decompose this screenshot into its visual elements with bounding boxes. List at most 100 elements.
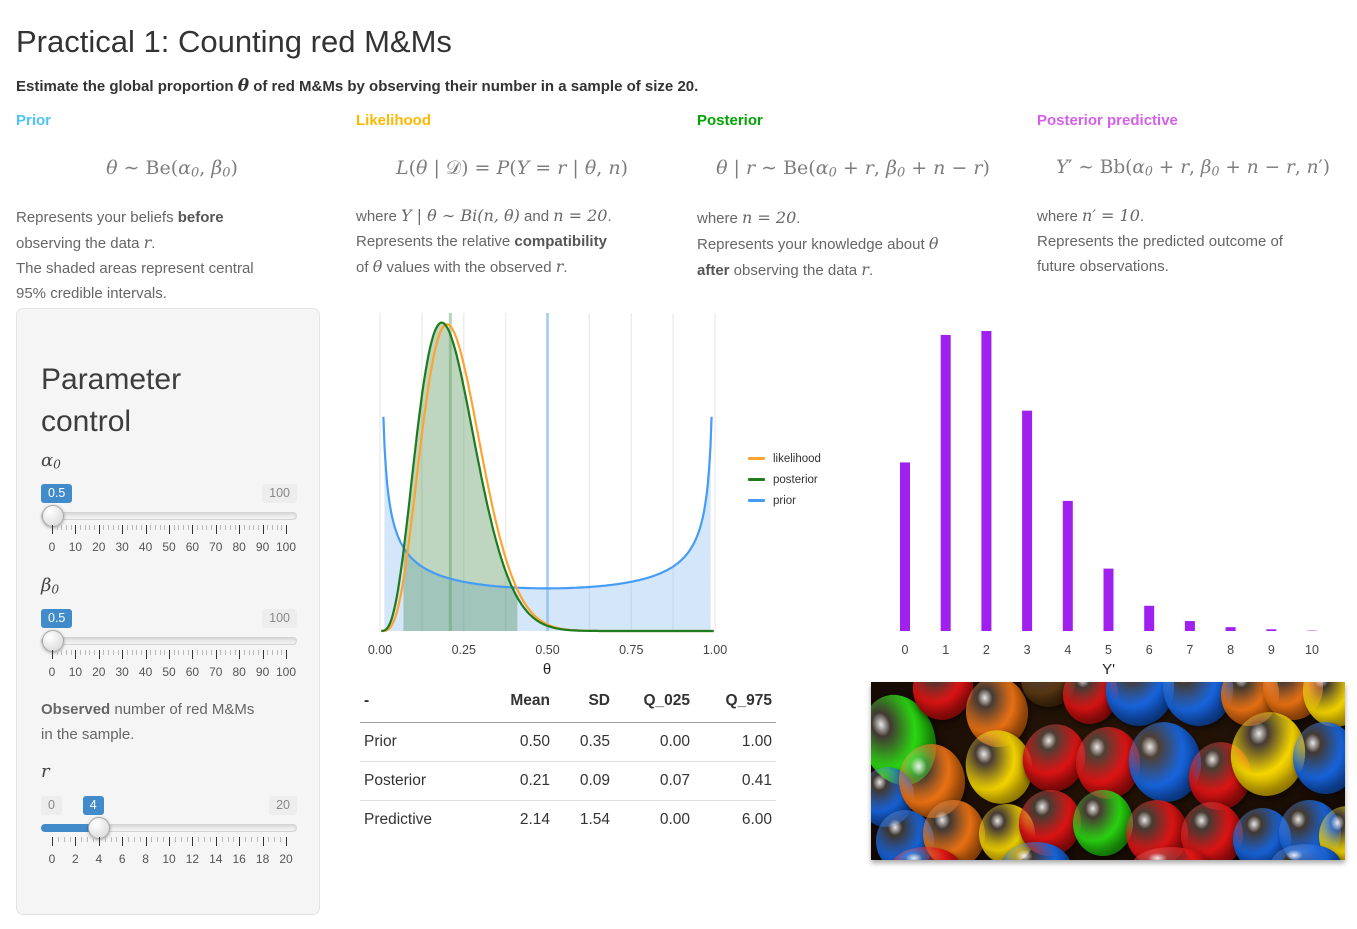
mm-candy xyxy=(1271,844,1341,860)
slider-tick xyxy=(61,525,63,530)
slider-tick xyxy=(81,837,83,842)
text-segment: θ xyxy=(928,233,939,253)
slider-tick xyxy=(173,525,175,530)
slider-tick-label: 18 xyxy=(255,852,270,866)
desc-line: after observing the data r. xyxy=(697,257,1009,283)
slider-tick xyxy=(178,525,180,530)
slider-tick-label: 60 xyxy=(185,540,200,554)
slider-tick xyxy=(234,650,236,655)
slider-tick xyxy=(94,650,96,655)
text-segment: = xyxy=(529,157,558,179)
slider-tick xyxy=(122,837,124,846)
slider-tick-label: 10 xyxy=(68,540,83,554)
text-segment: 95% credible intervals. xyxy=(16,284,167,302)
text-segment: r xyxy=(746,157,756,179)
slider-tick xyxy=(164,525,166,530)
slider-tick xyxy=(250,837,252,842)
text-segment: where xyxy=(1037,207,1083,225)
x-axis-label: Y' xyxy=(1102,661,1115,678)
slider-beta0[interactable]: 100 0.5 0 10 20 30 40 50 60 70 80 90 100 xyxy=(41,609,297,693)
table-cell: 1.00 xyxy=(694,722,776,762)
panel-title: Parameter control xyxy=(41,363,182,438)
slider-tick xyxy=(183,650,185,655)
bar-y2 xyxy=(981,331,992,631)
legend-item-posterior[interactable]: posterior xyxy=(748,469,821,490)
slider-track[interactable] xyxy=(41,637,297,645)
legend-item-prior[interactable]: prior xyxy=(748,490,821,511)
slider-tick xyxy=(227,837,229,842)
text-segment: ) xyxy=(230,157,238,179)
slider-r[interactable]: 0 20 4 0 2 4 6 8 10 12 14 16 18 20 xyxy=(41,796,297,880)
slider-tick xyxy=(187,650,189,655)
slider-tick xyxy=(131,525,133,530)
text-segment: , xyxy=(199,157,212,179)
text-segment: Y | θ ∼ Bi(n, θ) xyxy=(401,206,520,225)
legend-item-likelihood[interactable]: likelihood xyxy=(748,448,821,469)
slider-handle[interactable] xyxy=(87,817,110,839)
slider-tick xyxy=(151,837,153,842)
slider-tick xyxy=(150,650,152,655)
x-tick-label: 4 xyxy=(1064,643,1071,657)
legend-label: prior xyxy=(773,494,797,507)
x-tick-label: 0.50 xyxy=(535,643,559,657)
slider-alpha0[interactable]: 100 0.5 0 10 20 30 40 50 60 70 80 90 100 xyxy=(41,484,297,568)
mm-candy xyxy=(1073,790,1133,856)
text-segment: β xyxy=(211,157,223,179)
slider-tick xyxy=(286,525,287,534)
posterior-predictive-plot[interactable]: 0 1 2 3 4 5 6 7 8 9 10 Y' xyxy=(865,310,1345,682)
x-tick-label: 7 xyxy=(1186,643,1193,657)
slider-tick-label: 16 xyxy=(232,852,246,866)
text-segment: r xyxy=(555,257,564,276)
slider-tick xyxy=(112,650,114,655)
slider-tick xyxy=(186,837,188,842)
text-segment: + xyxy=(836,157,865,179)
text-segment: α xyxy=(178,157,191,179)
slider-tick xyxy=(75,650,77,659)
text-segment: , xyxy=(1189,157,1201,178)
parameter-control-panel: Parameter control α0 100 0.5 0 10 20 30 40 50 60… xyxy=(16,308,320,915)
desc-line: Observed number of red M&Ms xyxy=(41,697,303,722)
desc-line: in the sample. xyxy=(41,722,303,747)
slider-tick xyxy=(243,650,245,655)
slider-max-label: 100 xyxy=(262,609,297,628)
slider-tick xyxy=(281,525,283,530)
text-segment: compatibility xyxy=(514,233,607,250)
slider-tick xyxy=(225,650,227,655)
slider-tick xyxy=(257,650,259,655)
slider-track[interactable] xyxy=(41,512,297,520)
table-cell: 0.07 xyxy=(614,761,694,801)
table-cell: 0.21 xyxy=(482,761,554,801)
table-cell: 0.09 xyxy=(554,761,614,801)
slider-tick xyxy=(262,525,264,534)
legend-label: posterior xyxy=(773,473,818,486)
slider-tick xyxy=(133,837,135,842)
slider-tick xyxy=(159,525,161,530)
slider-tick xyxy=(180,837,182,842)
text-segment: ′) xyxy=(1318,157,1330,178)
slider-tick-label: 90 xyxy=(255,665,270,679)
slider-tick xyxy=(286,650,287,659)
desc-line: where n′ = 10. xyxy=(1037,203,1349,229)
text-segment: n xyxy=(1306,157,1319,178)
density-plot[interactable]: 0.00 0.25 0.50 0.75 1.00 θ xyxy=(355,310,830,682)
text-segment: ′ ∼ Bb( xyxy=(1068,157,1133,178)
slider-tick-label: 2 xyxy=(72,852,79,866)
text-segment: before xyxy=(177,208,224,226)
desc-line: future observations. xyxy=(1037,254,1349,279)
text-segment: 0 xyxy=(828,165,837,181)
text-segment: n′ = 10 xyxy=(1082,205,1140,225)
mm-candy xyxy=(1131,847,1211,860)
slider-tick xyxy=(104,837,106,842)
slider-tick xyxy=(253,525,255,530)
slider-tick xyxy=(221,837,223,842)
text-segment: observing the data xyxy=(16,234,144,252)
slider-tick-label: 50 xyxy=(162,665,176,679)
table-cell: 0.41 xyxy=(694,761,776,801)
table-cell: 0.00 xyxy=(614,722,694,762)
text-segment: Y xyxy=(516,157,530,179)
table-cell: 0.50 xyxy=(482,722,554,762)
slider-handle[interactable] xyxy=(42,505,65,527)
slider-handle[interactable] xyxy=(42,630,65,652)
slider-tick xyxy=(89,650,91,655)
text-segment: − xyxy=(945,157,974,179)
